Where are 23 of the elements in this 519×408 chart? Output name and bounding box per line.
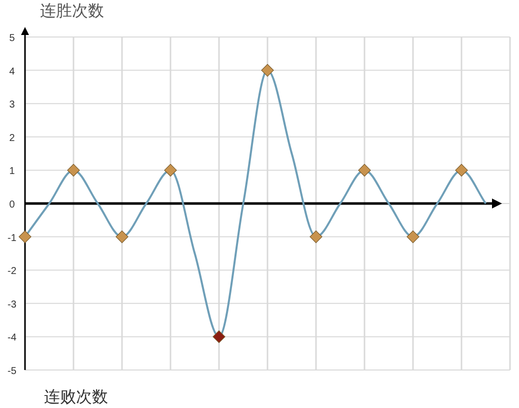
y-tick-label: -5 <box>8 366 17 377</box>
y-tick-label: 1 <box>9 166 16 178</box>
y-tick-label: -4 <box>8 332 17 344</box>
point <box>406 230 420 244</box>
point <box>358 164 371 176</box>
y-tick-label: 2 <box>9 132 16 144</box>
point <box>67 164 80 176</box>
point <box>261 64 274 77</box>
point <box>18 230 32 244</box>
y-tick-label: -1 <box>8 232 17 244</box>
point <box>310 230 322 244</box>
point <box>212 330 226 343</box>
point <box>164 164 177 176</box>
point <box>455 164 468 176</box>
y-tick-label: 5 <box>9 33 16 44</box>
y-tick-label: -2 <box>8 266 17 278</box>
x-axis-title: 连败次数 <box>44 388 108 406</box>
y-tick-label: 0 <box>9 200 16 210</box>
y-tick-label: -3 <box>8 299 17 310</box>
y-tick-label: 3 <box>9 100 16 111</box>
y-axis-title: 连胜次数 <box>40 2 104 20</box>
y-tick-label: 4 <box>9 66 16 78</box>
point <box>116 230 128 244</box>
